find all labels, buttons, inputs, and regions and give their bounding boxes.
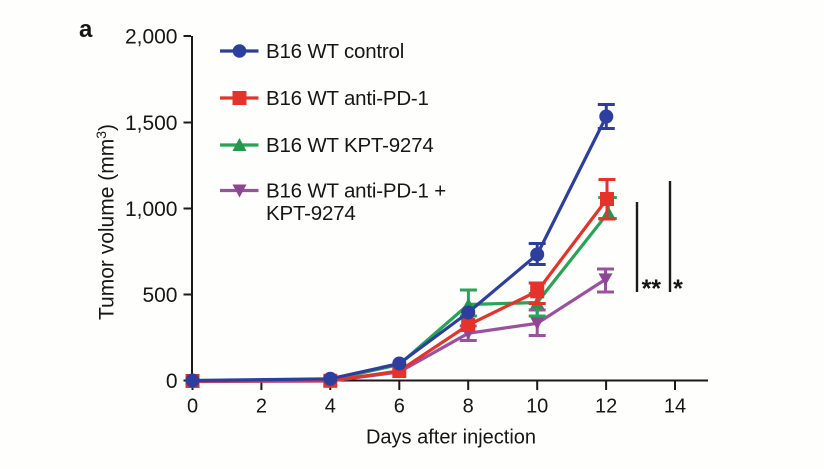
- svg-text:*: *: [673, 275, 683, 303]
- svg-text:B16 WT control: B16 WT control: [266, 40, 404, 63]
- svg-text:B16 WT KPT-9274: B16 WT KPT-9274: [266, 134, 434, 157]
- svg-text:a: a: [79, 16, 93, 43]
- svg-text:0: 0: [187, 396, 198, 418]
- svg-text:Days after injection: Days after injection: [366, 427, 536, 449]
- svg-text:1,000: 1,000: [125, 198, 178, 221]
- svg-text:1,500: 1,500: [125, 112, 178, 135]
- svg-text:Tumor volume (mm3): Tumor volume (mm3): [93, 124, 119, 320]
- svg-text:10: 10: [526, 396, 548, 418]
- svg-text:KPT-9274: KPT-9274: [266, 202, 356, 225]
- svg-text:B16 WT anti-PD-1: B16 WT anti-PD-1: [266, 87, 429, 110]
- svg-text:4: 4: [325, 396, 336, 418]
- svg-text:12: 12: [595, 396, 617, 418]
- svg-text:14: 14: [664, 396, 686, 418]
- svg-text:500: 500: [142, 284, 177, 307]
- svg-text:8: 8: [463, 396, 474, 418]
- svg-text:2: 2: [256, 396, 267, 418]
- svg-text:**: **: [642, 275, 662, 303]
- svg-text:0: 0: [166, 370, 178, 393]
- svg-text:B16 WT anti-PD-1 +: B16 WT anti-PD-1 +: [266, 180, 446, 203]
- svg-text:2,000: 2,000: [125, 25, 178, 48]
- svg-text:6: 6: [394, 396, 405, 418]
